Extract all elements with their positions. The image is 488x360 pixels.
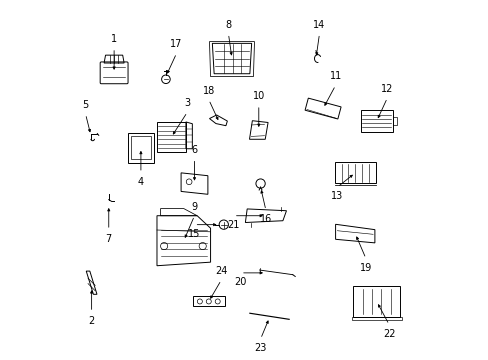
Text: 9: 9 [191,202,197,212]
Text: 23: 23 [254,343,266,353]
Bar [192,296,224,306]
Text: 17: 17 [170,39,183,49]
Text: 3: 3 [184,98,190,108]
Text: 19: 19 [359,262,371,273]
Text: 7: 7 [105,234,112,244]
Text: 12: 12 [381,84,393,94]
Bar [351,317,401,320]
Text: 8: 8 [225,19,231,30]
Text: 24: 24 [215,266,227,276]
Bar [353,286,399,317]
Bar [392,117,396,125]
Bar [127,133,154,163]
Text: 15: 15 [188,229,200,239]
Text: 6: 6 [191,145,197,155]
Text: 13: 13 [330,191,343,201]
Text: 18: 18 [202,86,214,96]
Bar [156,122,185,152]
Bar [131,136,150,159]
Text: 10: 10 [252,91,264,101]
Bar [334,162,375,183]
Text: 5: 5 [82,100,88,110]
Text: 11: 11 [329,71,341,81]
Text: 1: 1 [111,34,117,44]
Text: 16: 16 [259,214,271,224]
Text: 20: 20 [234,277,246,287]
Bar [360,111,392,132]
Text: 2: 2 [88,316,95,326]
Text: 4: 4 [138,177,143,187]
Text: 21: 21 [227,220,240,230]
Text: 14: 14 [313,19,325,30]
Text: 22: 22 [382,329,395,339]
